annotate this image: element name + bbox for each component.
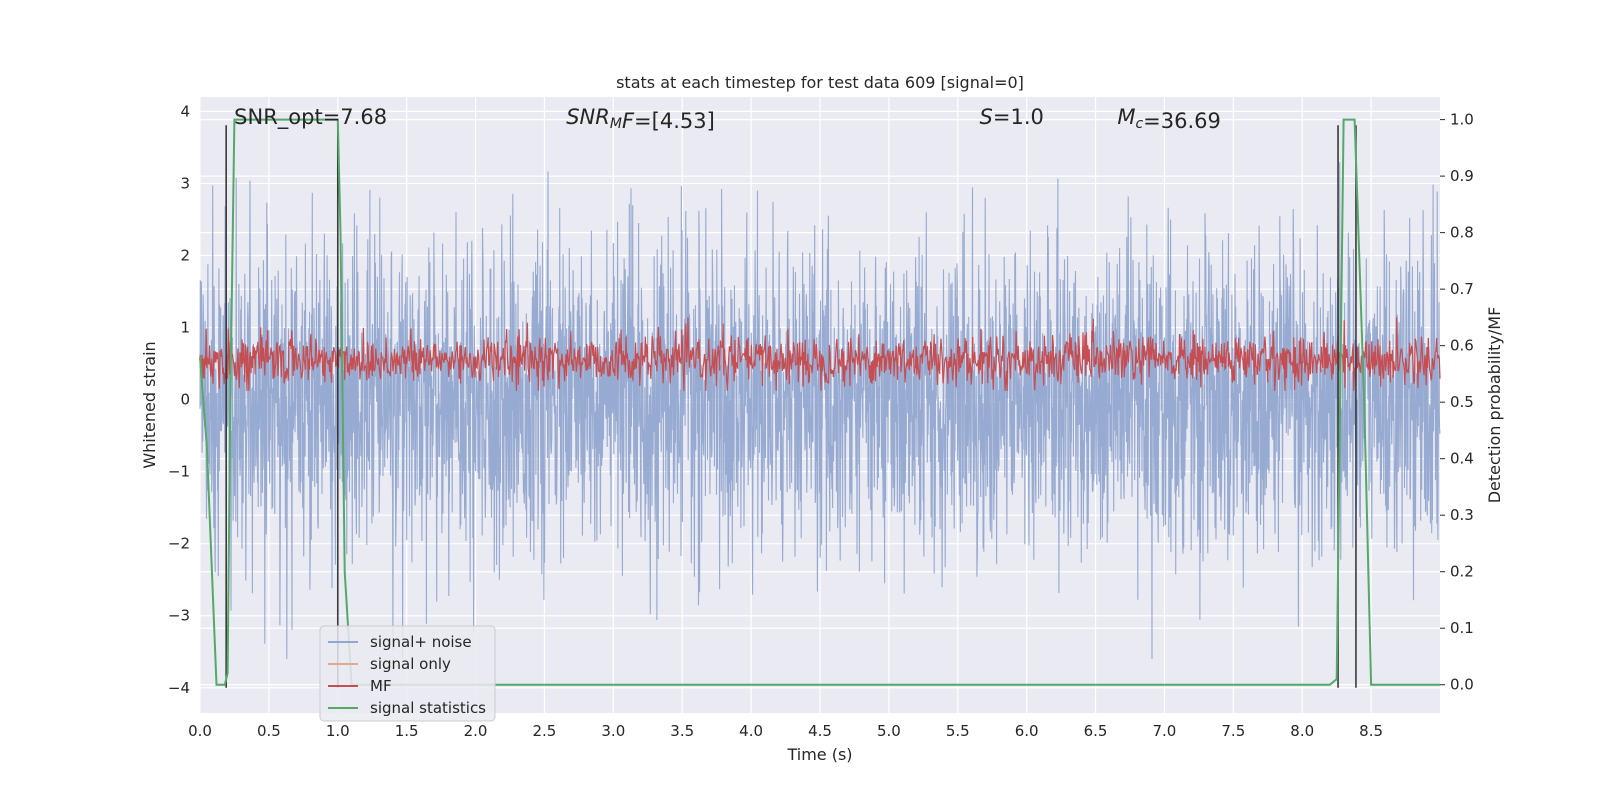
x-tick-label: 4.5	[808, 722, 832, 740]
x-tick-label: 6.5	[1084, 722, 1108, 740]
legend-label: signal+ noise	[370, 633, 472, 651]
annotation-1: SNRMF=[4.53]	[566, 105, 715, 133]
x-axis-label: Time (s)	[786, 745, 852, 764]
legend: signal+ noise signal only MF signal statist…	[319, 625, 496, 722]
x-tick-label: 7.0	[1153, 722, 1177, 740]
y-left-tick-label: −4	[168, 679, 190, 697]
x-tick-label: 0.0	[188, 722, 212, 740]
x-tick-label: 3.5	[670, 722, 694, 740]
annotation-2: S=1.0	[980, 105, 1044, 129]
y-axis-right-label: Detection probability/MF	[1485, 307, 1504, 504]
y-right-tick-label: 0.4	[1450, 450, 1474, 468]
signal-noise-series	[199, 162, 1441, 660]
y-left-tick-label: 2	[180, 247, 190, 265]
y-right-tick-label: 0.0	[1450, 676, 1474, 694]
mf-line	[199, 317, 1441, 391]
y-right-tick-label: 0.2	[1450, 563, 1474, 581]
y-left-tick-label: 4	[180, 102, 190, 120]
x-tick-label: 5.0	[877, 722, 901, 740]
legend-box	[319, 625, 496, 722]
y-left-tick-label: 1	[180, 319, 190, 337]
signal-statistics-line	[199, 118, 1440, 686]
signal-statistics-series	[199, 118, 1440, 686]
y-left-ticks: 4 3 2 1 0 −1 −2 −3 −4	[168, 102, 190, 696]
legend-label: signal only	[370, 655, 451, 673]
x-tick-label: 1.5	[395, 722, 419, 740]
y-right-tick-label: 1.0	[1450, 111, 1474, 129]
x-tick-label: 6.0	[1015, 722, 1039, 740]
mf-series	[199, 317, 1441, 391]
y-right-tick-label: 0.5	[1450, 393, 1474, 411]
y-right-tick-label: 0.7	[1450, 280, 1474, 298]
y-left-tick-label: 3	[180, 174, 190, 192]
y-right-tick-label: 0.3	[1450, 506, 1474, 524]
legend-label: MF	[370, 677, 392, 695]
y-axis-left-label: Whitened strain	[140, 341, 159, 468]
annotations: SNR_opt=7.68 SNRMF=[4.53] S=1.0 Mc=36.69	[234, 105, 1221, 133]
x-tick-label: 5.5	[946, 722, 970, 740]
y-right-tick-label: 0.1	[1450, 619, 1474, 637]
y-left-tick-label: −3	[168, 607, 190, 625]
x-tick-label: 3.0	[601, 722, 625, 740]
y-left-tick-label: 0	[180, 391, 190, 409]
x-tick-label: 0.5	[257, 722, 281, 740]
y-left-tick-label: −1	[168, 463, 190, 481]
y-left-tick-label: −2	[168, 535, 190, 553]
annotation-0: SNR_opt=7.68	[234, 105, 387, 130]
x-tick-label: 2.5	[533, 722, 557, 740]
x-ticks: 0.0 0.5 1.0 1.5 2.0 2.5 3.0 3.5 4.0 4.5 5.0 5.5 6.0 6…	[188, 722, 1383, 740]
legend-label: signal statistics	[370, 699, 486, 717]
y-right-tick-label: 0.8	[1450, 224, 1474, 242]
signal-noise-line	[199, 162, 1441, 660]
x-tick-label: 4.0	[739, 722, 763, 740]
x-tick-label: 8.0	[1290, 722, 1314, 740]
y-right-tick-label: 0.6	[1450, 337, 1474, 355]
x-tick-label: 7.5	[1221, 722, 1245, 740]
x-tick-label: 2.0	[464, 722, 488, 740]
x-tick-label: 1.0	[326, 722, 350, 740]
chart-title: stats at each timestep for test data 609…	[616, 73, 1024, 92]
y-right-tick-label: 0.9	[1450, 167, 1474, 185]
x-tick-label: 8.5	[1359, 722, 1383, 740]
annotation-3: Mc=36.69	[1117, 105, 1221, 133]
y-right-ticks: 1.0 0.9 0.8 0.7 0.6 0.5 0.4 0.3 0.2 0.1 0.0	[1440, 111, 1474, 694]
